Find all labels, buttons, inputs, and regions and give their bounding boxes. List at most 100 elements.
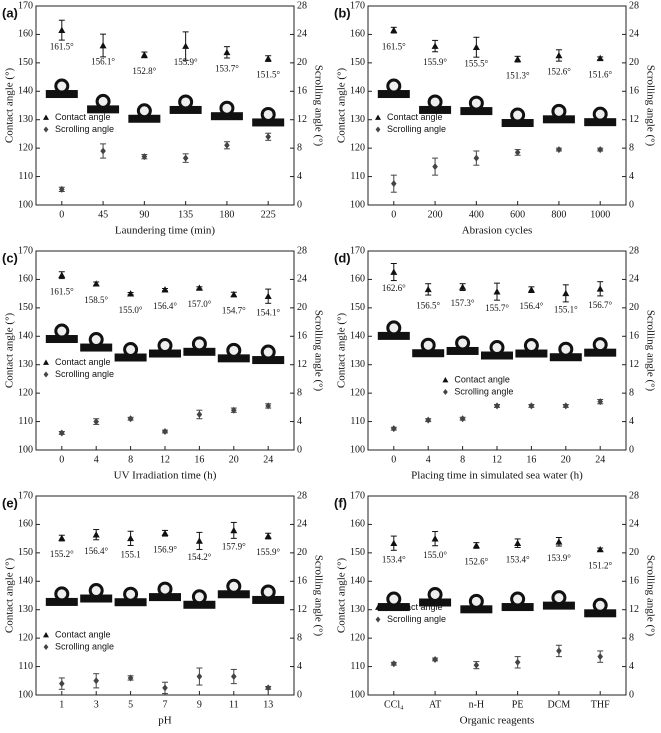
y-tick-label: 120: [18, 142, 33, 153]
legend-label: Scrolling angle: [55, 369, 114, 379]
droplet: [191, 589, 207, 605]
y2-axis-label: Scrolling angle (°): [312, 310, 324, 392]
x-tick-label: 3: [94, 699, 99, 710]
x-tick-label: 8: [460, 454, 465, 465]
y2-tick-label: 16: [297, 86, 307, 97]
y2-axis-label: Scrolling angle (°): [312, 65, 324, 147]
x-tick-label: 180: [219, 209, 234, 220]
point: [265, 402, 271, 410]
x-tick-label: 135: [178, 209, 193, 220]
value-label: 153.7°: [215, 63, 239, 73]
y-axis-label: Contact angle (°): [336, 558, 348, 634]
y2-tick-label: 20: [629, 547, 639, 558]
substrate: [45, 335, 78, 344]
y-tick-label: 170: [350, 0, 365, 11]
droplet: [386, 591, 402, 607]
y-tick-label: 130: [18, 604, 33, 615]
legend-marker: [442, 377, 449, 383]
point: [58, 534, 66, 541]
y-tick-label: 150: [350, 302, 365, 313]
x-tick-label: 13: [263, 699, 273, 710]
droplet: [226, 578, 242, 594]
droplet: [123, 586, 139, 602]
value-label: 162.6°: [382, 283, 406, 293]
legend-marker: [43, 371, 49, 378]
x-tick-label: 20: [229, 454, 239, 465]
y2-tick-label: 12: [629, 114, 639, 125]
substrate: [584, 118, 617, 127]
x-tick-label: 400: [469, 209, 484, 220]
plot-frame: [367, 5, 627, 206]
y-axis-label: Contact angle (°): [336, 68, 348, 144]
x-tick-label: 24: [595, 454, 605, 465]
y2-tick-label: 8: [297, 142, 302, 153]
y-tick-label: 130: [18, 359, 33, 370]
plot-frame: [35, 5, 295, 206]
point: [494, 402, 500, 410]
point: [92, 280, 100, 287]
droplet: [95, 93, 111, 109]
substrate: [80, 594, 113, 603]
x-axis-label: Organic reagents: [460, 715, 535, 727]
point: [562, 289, 570, 297]
y2-tick-label: 0: [297, 199, 302, 210]
x-tick-label: 0: [59, 209, 64, 220]
point: [390, 539, 398, 546]
value-label: 155.7°: [485, 303, 509, 313]
y-tick-label: 130: [350, 359, 365, 370]
x-tick-label: 45: [98, 209, 108, 220]
y2-tick-label: 20: [297, 57, 307, 68]
y-tick-label: 160: [18, 274, 33, 285]
value-label: 154.7°: [222, 306, 246, 316]
point: [432, 655, 438, 663]
legend-marker: [43, 126, 49, 133]
substrate: [217, 590, 250, 599]
y-tick-label: 160: [350, 29, 365, 40]
substrate: [584, 609, 617, 618]
y2-tick-label: 16: [629, 331, 639, 342]
x-tick-label: 90: [139, 209, 149, 220]
y2-tick-label: 20: [629, 57, 639, 68]
point: [100, 147, 106, 155]
substrate: [210, 112, 243, 121]
x-tick-label: 225: [261, 209, 276, 220]
point: [58, 271, 66, 278]
substrate: [515, 349, 548, 358]
y-tick-label: 160: [350, 274, 365, 285]
droplet: [386, 320, 402, 336]
point: [195, 537, 203, 544]
droplet: [191, 336, 207, 352]
point: [59, 429, 65, 437]
point: [265, 684, 271, 692]
y2-tick-label: 16: [629, 86, 639, 97]
point: [514, 55, 522, 62]
point: [555, 538, 563, 545]
legend-marker: [443, 389, 448, 395]
y2-tick-label: 28: [297, 245, 307, 256]
value-label: 156.9°: [153, 544, 177, 554]
point: [391, 180, 397, 188]
substrate: [481, 351, 513, 360]
point: [472, 541, 480, 549]
substrate: [412, 349, 445, 358]
x-tick-label: 9: [197, 699, 202, 710]
droplet: [592, 106, 608, 122]
value-label: 156.4°: [153, 301, 177, 311]
droplet: [88, 332, 104, 348]
point: [224, 141, 230, 149]
point: [230, 290, 238, 298]
legend-label: Scrolling angle: [55, 124, 114, 134]
x-axis-label: Placing time in simulated sea water (h): [411, 470, 583, 482]
panel: (c)1001101201301401501601700481216202428…: [2, 245, 324, 481]
y-tick-label: 140: [18, 576, 33, 587]
y-tick-label: 110: [18, 416, 33, 427]
value-label: 151.5°: [256, 70, 280, 80]
legend-marker: [375, 126, 381, 133]
droplet: [592, 597, 608, 613]
legend-marker: [375, 114, 381, 120]
value-label: 153.4°: [382, 554, 406, 564]
y-tick-label: 160: [18, 519, 33, 530]
legend-marker: [43, 114, 49, 120]
y-axis-label: Contact angle (°): [4, 558, 16, 634]
